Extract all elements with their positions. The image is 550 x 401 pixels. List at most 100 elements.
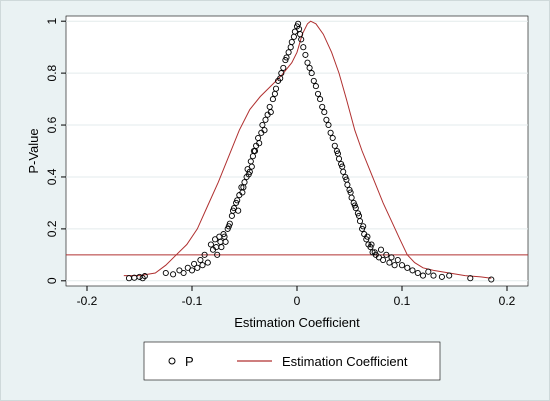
scatter-point (380, 256, 387, 264)
scatter-point (409, 267, 416, 274)
legend-label-estimation-coefficient: Estimation Coefficient (282, 354, 408, 369)
scatter-point (199, 262, 206, 269)
scatter-point (207, 241, 214, 248)
scatter-point (331, 142, 338, 149)
scatter-point (314, 90, 322, 97)
axes: -0.2 -0.1 0 0.1 0.2 0 0.2 0.4 0.6 0.8 1 (45, 18, 516, 308)
y-tick-label: 0 (45, 277, 59, 284)
scatter-point (339, 163, 346, 170)
scatter-point (377, 246, 385, 253)
scatter-point (288, 38, 295, 46)
scatter-point (234, 197, 241, 204)
legend-box (143, 341, 441, 381)
x-tick-label: -0.1 (182, 294, 203, 308)
scatter-point (262, 116, 269, 123)
scatter-series-group (125, 20, 495, 283)
scatter-point (240, 184, 247, 191)
scatter-point (334, 150, 341, 157)
scatter-point (414, 269, 421, 277)
scatter-point (248, 163, 255, 170)
scatter-point (214, 251, 221, 258)
scatter-point (375, 254, 382, 261)
scatter-point (304, 59, 311, 66)
scatter-point (351, 202, 358, 209)
scatter-point (194, 264, 201, 271)
scatter-point (383, 251, 390, 258)
scatter-point (404, 264, 411, 271)
scatter-point (388, 254, 395, 261)
scatter-point (280, 64, 287, 71)
y-tick-label: 0.8 (45, 64, 59, 81)
scatter-point (333, 147, 340, 155)
scatter-point (176, 267, 183, 274)
scatter-point (488, 276, 495, 283)
scatter-point (272, 85, 280, 92)
scatter-point (343, 176, 350, 183)
scatter-point (310, 77, 317, 84)
x-tick-label: 0.2 (499, 294, 516, 308)
scatter-point (430, 272, 437, 279)
scatter-point (220, 231, 227, 238)
scatter-point (323, 116, 330, 123)
scatter-point (298, 36, 305, 43)
scatter-point (197, 256, 204, 264)
scatter-point (419, 272, 427, 279)
scatter-point (319, 103, 326, 110)
scatter-point (225, 223, 232, 230)
y-tick-label: 0.2 (45, 220, 59, 237)
x-tick-label: 0.1 (394, 294, 411, 308)
scatter-point (162, 269, 169, 277)
scatter-point (170, 271, 177, 278)
y-tick-label: 1 (45, 18, 59, 25)
scatter-point (308, 70, 315, 77)
legend: P Estimation Coefficient (143, 341, 441, 381)
scatter-point (355, 212, 363, 219)
scatter-point (329, 134, 336, 142)
legend-label-p: P (185, 354, 194, 369)
scatter-point (394, 256, 401, 264)
scatter-point (391, 262, 398, 269)
scatter-point (467, 275, 474, 282)
scatter-point (317, 96, 324, 103)
scatter-point (285, 49, 292, 56)
scatter-point (191, 260, 198, 267)
legend-marker-p (168, 357, 176, 365)
scatter-point (212, 236, 219, 243)
scatter-point (371, 249, 378, 256)
series-line-estimation-coefficient (123, 20, 492, 279)
scatter-point (360, 223, 367, 230)
scatter-point (245, 171, 252, 178)
scatter-point (278, 70, 285, 77)
scatter-point (188, 267, 196, 274)
scatter-point (347, 189, 354, 196)
scatter-point (352, 205, 359, 212)
scatter-point (302, 51, 309, 58)
scatter-point (425, 268, 432, 275)
scatter-point (213, 244, 220, 251)
x-tick-label: 0 (294, 294, 301, 308)
y-tick-label: 0.4 (45, 168, 59, 185)
y-axis-title: P-Value (26, 128, 41, 173)
x-axis-title: Estimation Coefficient (234, 315, 360, 330)
scatter-point (283, 54, 290, 61)
scatter-point (229, 207, 237, 214)
scatter-point (256, 140, 263, 147)
scatter-point (368, 241, 375, 248)
line-series-group (123, 20, 492, 279)
y-tick-label: 0.6 (45, 116, 59, 133)
plot-area (65, 15, 529, 287)
scatter-point (226, 220, 233, 227)
scatter-point (446, 272, 453, 279)
scatter-point (367, 244, 374, 251)
scatter-point (141, 273, 148, 280)
scatter-point (386, 259, 393, 266)
scatter-point (267, 109, 274, 116)
scatter-point (398, 262, 406, 269)
scatter-point (321, 109, 328, 116)
scatter-point (201, 251, 208, 258)
scatter-point (364, 233, 371, 240)
scatter-point (139, 275, 146, 282)
x-tick-label: -0.2 (77, 294, 98, 308)
